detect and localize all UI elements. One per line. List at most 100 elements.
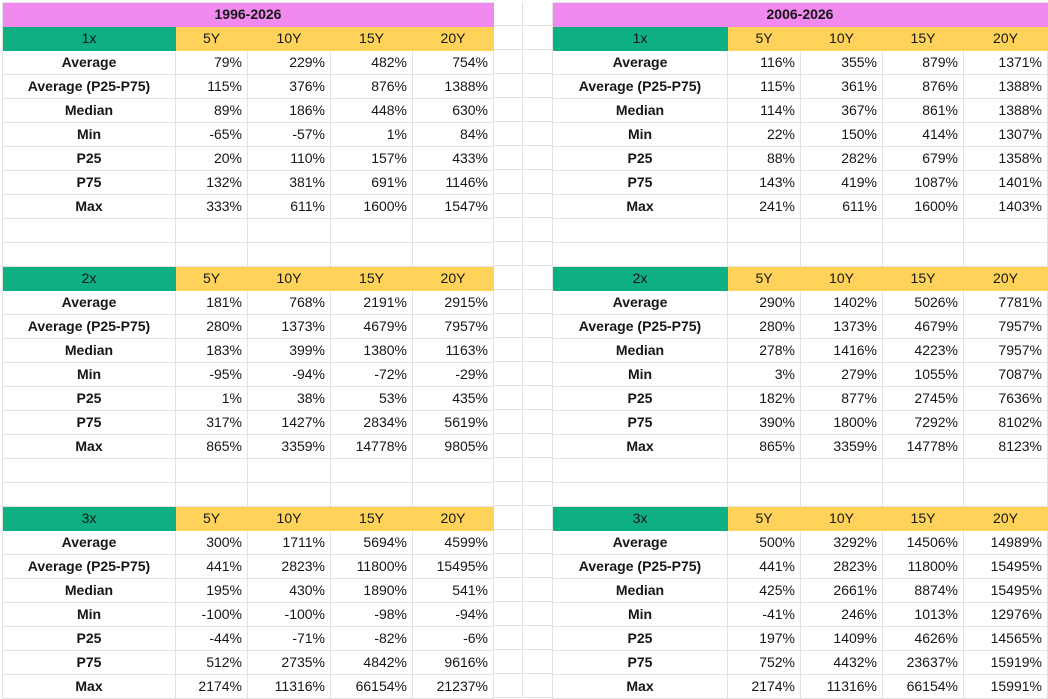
value-cell[interactable]: 20% [176, 147, 248, 171]
multiplier-label[interactable]: 1x [553, 27, 728, 51]
value-cell[interactable]: 21237% [413, 675, 494, 699]
value-cell[interactable]: 435% [413, 387, 494, 411]
value-cell[interactable]: 430% [248, 579, 331, 603]
empty-cell[interactable] [883, 243, 964, 267]
empty-cell[interactable] [964, 483, 1048, 507]
row-label[interactable]: Max [553, 195, 728, 219]
value-cell[interactable]: 1402% [801, 291, 883, 315]
value-cell[interactable]: 84% [413, 123, 494, 147]
value-cell[interactable]: 1800% [801, 411, 883, 435]
row-label[interactable]: Average [553, 291, 728, 315]
empty-cell[interactable] [331, 243, 413, 267]
multiplier-label[interactable]: 2x [3, 267, 176, 291]
row-label[interactable]: Average (P25-P75) [3, 555, 176, 579]
empty-cell[interactable] [176, 459, 248, 483]
value-cell[interactable]: 425% [728, 579, 801, 603]
value-cell[interactable]: 241% [728, 195, 801, 219]
value-cell[interactable]: 8123% [964, 435, 1048, 459]
column-header[interactable]: 5Y [728, 507, 801, 531]
empty-cell[interactable] [553, 243, 728, 267]
empty-cell[interactable] [728, 219, 801, 243]
value-cell[interactable]: 355% [801, 51, 883, 75]
value-cell[interactable]: -94% [248, 363, 331, 387]
value-cell[interactable]: 183% [176, 339, 248, 363]
empty-cell[interactable] [413, 459, 494, 483]
multiplier-label[interactable]: 3x [3, 507, 176, 531]
value-cell[interactable]: 1401% [964, 171, 1048, 195]
value-cell[interactable]: 89% [176, 99, 248, 123]
empty-cell[interactable] [3, 483, 176, 507]
value-cell[interactable]: 15495% [964, 579, 1048, 603]
period-title[interactable]: 2006-2026 [553, 3, 1048, 27]
row-label[interactable]: Median [3, 339, 176, 363]
row-label[interactable]: Max [3, 675, 176, 699]
empty-cell[interactable] [801, 483, 883, 507]
column-header[interactable]: 5Y [176, 27, 248, 51]
value-cell[interactable]: 7957% [964, 339, 1048, 363]
period-title[interactable]: 1996-2026 [3, 3, 494, 27]
empty-cell[interactable] [883, 459, 964, 483]
value-cell[interactable]: 4599% [413, 531, 494, 555]
value-cell[interactable]: 691% [331, 171, 413, 195]
value-cell[interactable]: 15495% [964, 555, 1048, 579]
value-cell[interactable]: 195% [176, 579, 248, 603]
row-label[interactable]: Average [553, 51, 728, 75]
value-cell[interactable]: 15495% [413, 555, 494, 579]
row-label[interactable]: Average (P25-P75) [3, 75, 176, 99]
value-cell[interactable]: 1547% [413, 195, 494, 219]
value-cell[interactable]: 116% [728, 51, 801, 75]
value-cell[interactable]: 1013% [883, 603, 964, 627]
row-label[interactable]: Min [553, 123, 728, 147]
column-header[interactable]: 15Y [331, 267, 413, 291]
row-label[interactable]: Min [3, 363, 176, 387]
value-cell[interactable]: 12976% [964, 603, 1048, 627]
value-cell[interactable]: 1380% [331, 339, 413, 363]
empty-cell[interactable] [176, 219, 248, 243]
multiplier-label[interactable]: 3x [553, 507, 728, 531]
column-header[interactable]: 10Y [248, 507, 331, 531]
value-cell[interactable]: 300% [176, 531, 248, 555]
value-cell[interactable]: 4679% [331, 315, 413, 339]
value-cell[interactable]: 9805% [413, 435, 494, 459]
column-header[interactable]: 15Y [883, 507, 964, 531]
value-cell[interactable]: 22% [728, 123, 801, 147]
empty-cell[interactable] [248, 219, 331, 243]
value-cell[interactable]: 66154% [331, 675, 413, 699]
value-cell[interactable]: 1307% [964, 123, 1048, 147]
value-cell[interactable]: 4679% [883, 315, 964, 339]
value-cell[interactable]: 541% [413, 579, 494, 603]
multiplier-label[interactable]: 2x [553, 267, 728, 291]
value-cell[interactable]: 2915% [413, 291, 494, 315]
row-label[interactable]: P25 [3, 387, 176, 411]
value-cell[interactable]: 1890% [331, 579, 413, 603]
value-cell[interactable]: 1711% [248, 531, 331, 555]
value-cell[interactable]: -6% [413, 627, 494, 651]
value-cell[interactable]: -72% [331, 363, 413, 387]
column-header[interactable]: 10Y [801, 267, 883, 291]
value-cell[interactable]: 1358% [964, 147, 1048, 171]
value-cell[interactable]: 879% [883, 51, 964, 75]
value-cell[interactable]: 5694% [331, 531, 413, 555]
value-cell[interactable]: 182% [728, 387, 801, 411]
value-cell[interactable]: 7781% [964, 291, 1048, 315]
value-cell[interactable]: 7087% [964, 363, 1048, 387]
empty-cell[interactable] [248, 459, 331, 483]
row-label[interactable]: Average [553, 531, 728, 555]
value-cell[interactable]: 23637% [883, 651, 964, 675]
value-cell[interactable]: 115% [176, 75, 248, 99]
value-cell[interactable]: 390% [728, 411, 801, 435]
value-cell[interactable]: 1403% [964, 195, 1048, 219]
empty-cell[interactable] [728, 243, 801, 267]
value-cell[interactable]: 1% [176, 387, 248, 411]
value-cell[interactable]: 132% [176, 171, 248, 195]
row-label[interactable]: Min [3, 123, 176, 147]
row-label[interactable]: Median [553, 579, 728, 603]
value-cell[interactable]: 2174% [728, 675, 801, 699]
column-header[interactable]: 15Y [331, 507, 413, 531]
value-cell[interactable]: 2823% [248, 555, 331, 579]
value-cell[interactable]: 7292% [883, 411, 964, 435]
value-cell[interactable]: 482% [331, 51, 413, 75]
value-cell[interactable]: 4626% [883, 627, 964, 651]
value-cell[interactable]: 611% [801, 195, 883, 219]
empty-cell[interactable] [3, 459, 176, 483]
